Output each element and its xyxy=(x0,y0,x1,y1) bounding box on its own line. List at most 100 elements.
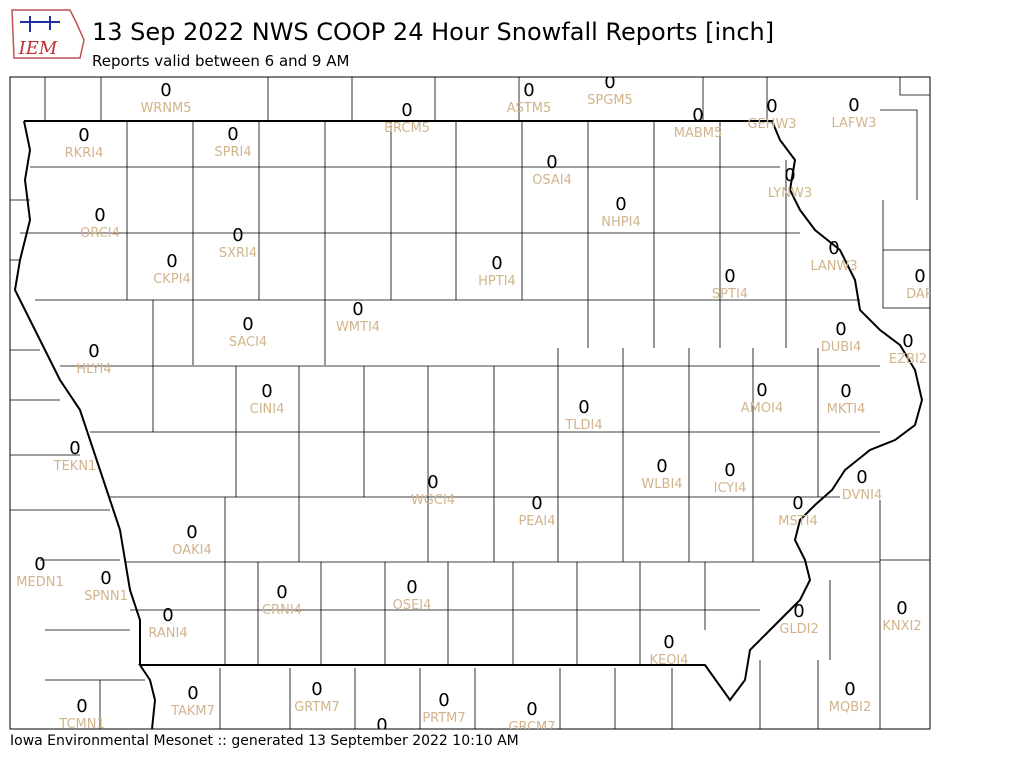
logo: IEM xyxy=(11,9,85,59)
station-id: ORCI4 xyxy=(80,226,120,241)
station-id: CINI4 xyxy=(250,402,285,417)
station-value: 0 xyxy=(491,253,502,274)
station-id: GLDI2 xyxy=(779,622,818,637)
station-value: 0 xyxy=(546,152,557,173)
station-id: ASTM5 xyxy=(507,101,552,116)
station-value: 0 xyxy=(844,679,855,700)
station-id: OSEI4 xyxy=(393,598,432,613)
station-id: OSAI4 xyxy=(532,173,572,188)
station-id: GEHW3 xyxy=(747,117,796,132)
station-id: CKPI4 xyxy=(153,272,191,287)
station-id: MSTI4 xyxy=(778,514,818,529)
station-id: KNXI2 xyxy=(882,619,921,634)
station-value: 0 xyxy=(793,601,804,622)
station-id: WRNM5 xyxy=(140,101,191,116)
station-value: 0 xyxy=(848,95,859,116)
station-id: TEKN1 xyxy=(53,459,97,474)
station-value: 0 xyxy=(376,715,387,736)
station-id: RANI4 xyxy=(148,626,187,641)
station-id: HLYI4 xyxy=(76,362,111,377)
logo-text: IEM xyxy=(18,38,58,59)
station-id: SPRI4 xyxy=(214,145,251,160)
station-value: 0 xyxy=(438,690,449,711)
station-id: DUBI4 xyxy=(821,340,862,355)
station-value: 0 xyxy=(663,632,674,653)
station-id: GRCM7 xyxy=(508,720,555,735)
station-id: SACI4 xyxy=(229,335,267,350)
station-value: 0 xyxy=(401,100,412,121)
station-value: 0 xyxy=(856,467,867,488)
station-value: 0 xyxy=(406,577,417,598)
station-value: 0 xyxy=(69,438,80,459)
station-value: 0 xyxy=(88,341,99,362)
station-id: WMTI4 xyxy=(336,320,380,335)
station-id: MEDN1 xyxy=(16,575,63,590)
station-id: DVNI4 xyxy=(842,488,883,503)
station-value: 0 xyxy=(792,493,803,514)
footer: Iowa Environmental Mesonet :: generated … xyxy=(10,733,519,749)
map xyxy=(10,77,930,729)
station-value: 0 xyxy=(724,460,735,481)
station-value: 0 xyxy=(276,582,287,603)
station-id: HPTI4 xyxy=(478,274,516,289)
station-id: TCMN1 xyxy=(58,717,104,732)
station-value: 0 xyxy=(166,251,177,272)
station-value: 0 xyxy=(531,493,542,514)
station-id: PRTM7 xyxy=(422,711,465,726)
station-id: MKTI4 xyxy=(827,402,866,417)
station-value: 0 xyxy=(840,381,851,402)
station-value: 0 xyxy=(784,165,795,186)
station-value: 0 xyxy=(526,699,537,720)
station-value: 0 xyxy=(828,238,839,259)
station-value: 0 xyxy=(187,683,198,704)
station-id: EZBI2 xyxy=(889,352,927,367)
station-id: MABM5 xyxy=(674,126,723,141)
subtitle: Reports valid between 6 and 9 AM xyxy=(92,52,349,70)
state-border xyxy=(24,120,924,729)
station-value: 0 xyxy=(162,605,173,626)
station-id: PEAI4 xyxy=(518,514,555,529)
station-id: WLBI4 xyxy=(641,477,682,492)
station-id: SXRI4 xyxy=(219,246,257,261)
county-lines xyxy=(10,77,930,729)
station-id: LANW3 xyxy=(810,259,857,274)
station-id: BRCM5 xyxy=(384,121,430,136)
station-value: 0 xyxy=(242,314,253,335)
station-id: TLDI4 xyxy=(564,418,602,433)
map-frame xyxy=(9,76,931,730)
station-value: 0 xyxy=(160,80,171,101)
station-value: 0 xyxy=(261,381,272,402)
station-value: 0 xyxy=(186,522,197,543)
station-id: RKRI4 xyxy=(65,146,104,161)
station-id: DAR xyxy=(906,287,934,302)
station-value: 0 xyxy=(94,205,105,226)
station-id: AMOI4 xyxy=(741,401,783,416)
station-value: 0 xyxy=(100,568,111,589)
station-id: TAKM7 xyxy=(170,704,215,719)
station-id: KEOI4 xyxy=(649,653,688,668)
station-value: 0 xyxy=(896,598,907,619)
station-value: 0 xyxy=(692,105,703,126)
station-value: 0 xyxy=(523,80,534,101)
station-id: SPNN1 xyxy=(84,589,128,604)
station-value: 0 xyxy=(78,125,89,146)
station-value: 0 xyxy=(227,124,238,145)
station-value: 0 xyxy=(232,225,243,246)
west-border xyxy=(13,120,141,665)
station-value: 0 xyxy=(724,266,735,287)
station-id: LAFW3 xyxy=(831,116,876,131)
station-id: OAKI4 xyxy=(172,543,212,558)
station-id: MQBI2 xyxy=(829,700,871,715)
station-value: 0 xyxy=(766,96,777,117)
station-value: 0 xyxy=(902,331,913,352)
station-value: 0 xyxy=(34,554,45,575)
station-value: 0 xyxy=(835,319,846,340)
station-id: ICYI4 xyxy=(714,481,747,496)
station-id: LYNW3 xyxy=(768,186,812,201)
station-value: 0 xyxy=(76,696,87,717)
station-value: 0 xyxy=(615,194,626,215)
station-id: GRTM7 xyxy=(294,700,340,715)
station-value: 0 xyxy=(427,472,438,493)
station-value: 0 xyxy=(756,380,767,401)
title: 13 Sep 2022 NWS COOP 24 Hour Snowfall Re… xyxy=(92,18,774,46)
